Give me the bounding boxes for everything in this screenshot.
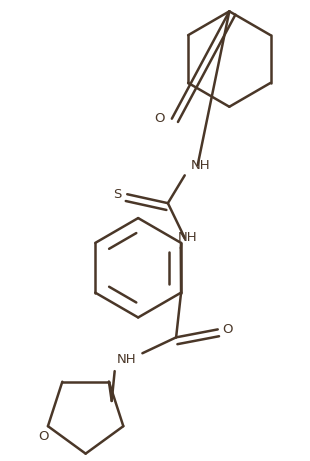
Text: O: O <box>155 112 165 125</box>
Text: NH: NH <box>117 353 136 366</box>
Text: NH: NH <box>191 159 210 172</box>
Text: O: O <box>39 430 49 443</box>
Text: O: O <box>222 323 233 336</box>
Text: S: S <box>113 188 122 201</box>
Text: NH: NH <box>178 231 197 244</box>
